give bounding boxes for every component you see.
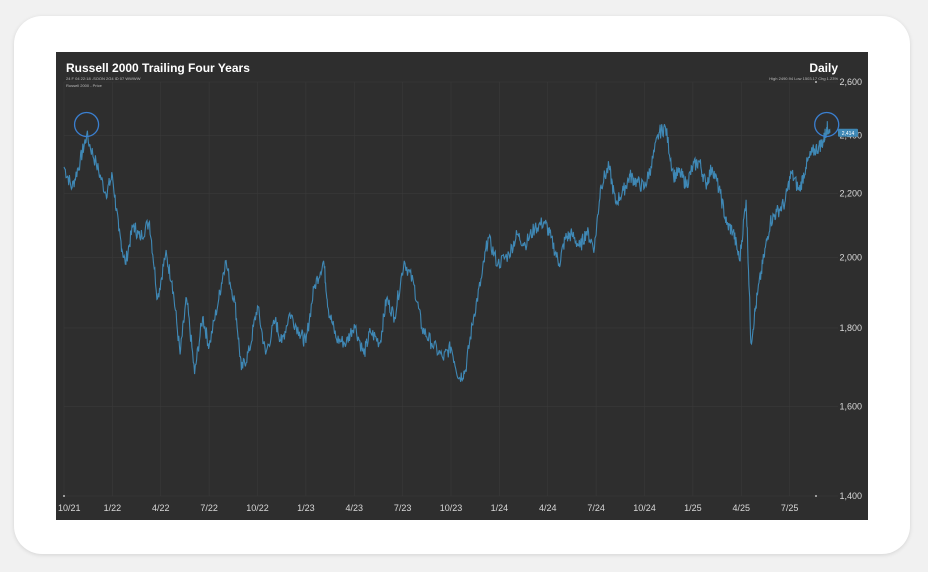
x-tick-label: 4/23 [345,503,363,513]
series-line-russell-2000 [63,121,831,383]
y-tick-label: 1,800 [839,323,862,333]
chart-grid [63,81,838,497]
x-tick-label: 10/22 [246,503,269,513]
x-tick-label: 10/21 [58,503,81,513]
x-tick-label: 10/23 [440,503,463,513]
x-tick-label: 7/25 [781,503,799,513]
y-tick-label: 2,200 [839,189,862,199]
x-tick-label: 7/24 [587,503,605,513]
x-tick-label: 4/25 [732,503,750,513]
x-tick-label: 4/24 [539,503,557,513]
y-tick-label: 2,600 [839,77,862,87]
marker-dot-right [815,495,817,497]
svg-text:2,414: 2,414 [842,131,855,137]
x-tick-label: 1/22 [104,503,122,513]
x-tick-label: 1/24 [491,503,509,513]
chart-header-info: 24 F 04 22:18 -SOON 2G4 ID 07 WWWW [66,76,141,81]
y-tick-label: 1,600 [839,402,862,412]
x-axis-ticks: 10/21 1/22 4/22 7/22 10/22 1/23 4/23 7/23 10/23 1… [58,503,798,513]
y-tick-label: 2,000 [839,252,862,262]
x-tick-label: 7/23 [394,503,412,513]
x-tick-label: 1/23 [297,503,315,513]
highlight-circle [73,111,100,138]
x-tick-label: 7/22 [200,503,218,513]
annotation-circles [73,111,840,138]
x-tick-label: 4/22 [152,503,170,513]
right-stats-info: High 2490.94 Low 1503.17 Chg 1.23% [769,76,838,81]
last-value-tag: 2,414 [838,128,858,137]
marker-dot-top [815,81,817,83]
marker-dot-left [63,495,65,497]
frequency-label: Daily [809,61,838,75]
x-tick-label: 1/25 [684,503,702,513]
highlight-circle [814,111,840,138]
chart-title: Russell 2000 Trailing Four Years [66,61,250,75]
series-label: Russell 2000 - Price [66,83,103,88]
x-tick-label: 10/24 [633,503,656,513]
y-tick-label: 1,400 [839,491,862,501]
